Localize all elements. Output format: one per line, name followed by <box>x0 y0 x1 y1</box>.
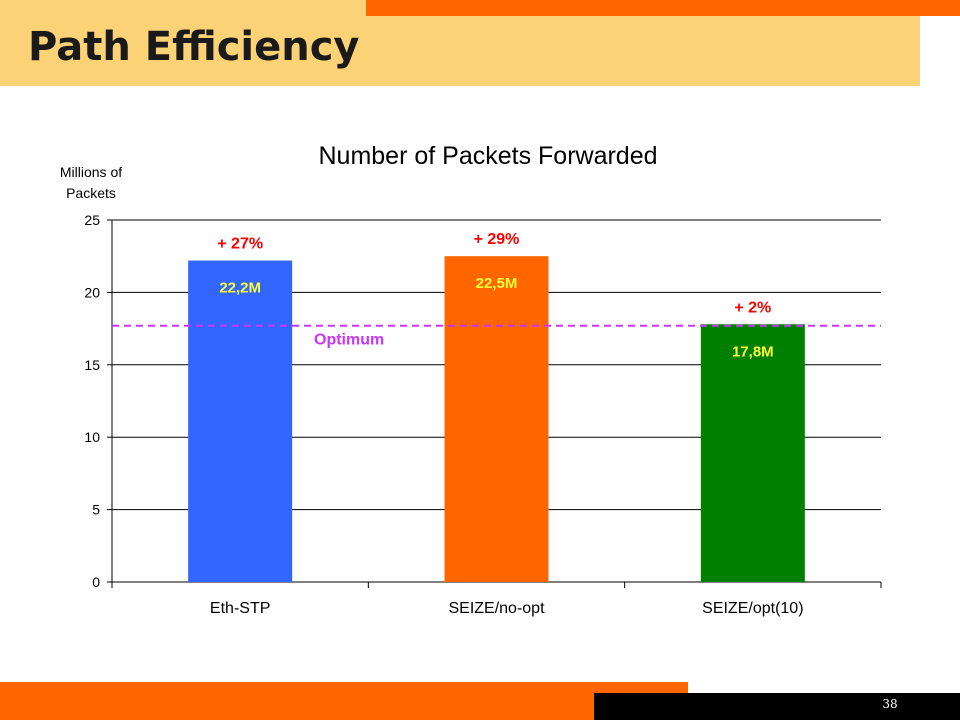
y-tick-label: 5 <box>92 502 100 518</box>
x-tick-label: Eth-STP <box>210 600 270 617</box>
y-tick-label: 25 <box>84 212 100 228</box>
overhead-label: + 27% <box>217 236 263 253</box>
bar <box>188 260 293 582</box>
y-tick-label: 0 <box>92 574 100 590</box>
slide-title: Path Efficiency <box>28 24 360 70</box>
optimum-label: Optimum <box>314 332 384 349</box>
title-bar-top <box>0 0 366 16</box>
bar-data-label: 22,2M <box>219 280 261 297</box>
bar <box>700 324 805 582</box>
overhead-label: + 29% <box>474 231 520 248</box>
overhead-label: + 2% <box>734 299 771 316</box>
top-accent-strip <box>366 0 960 16</box>
title-bar <box>0 16 920 86</box>
bar-data-label: 17,8M <box>732 343 774 360</box>
x-tick-label: SEIZE/no-opt <box>448 600 545 617</box>
page-number: 38 <box>882 697 898 711</box>
x-tick-label: SEIZE/opt(10) <box>702 600 803 617</box>
y-tick-label: 20 <box>84 284 100 300</box>
chart-title: Number of Packets Forwarded <box>318 142 658 170</box>
footer-accent-bar <box>0 682 688 720</box>
y-tick-label: 10 <box>84 429 100 445</box>
bar-data-label: 22,5M <box>476 275 518 292</box>
footer-black-bar <box>594 693 960 720</box>
bar <box>444 256 549 582</box>
y-tick-label: 15 <box>84 357 100 373</box>
y-axis-label: Millions of Packets <box>59 164 123 201</box>
